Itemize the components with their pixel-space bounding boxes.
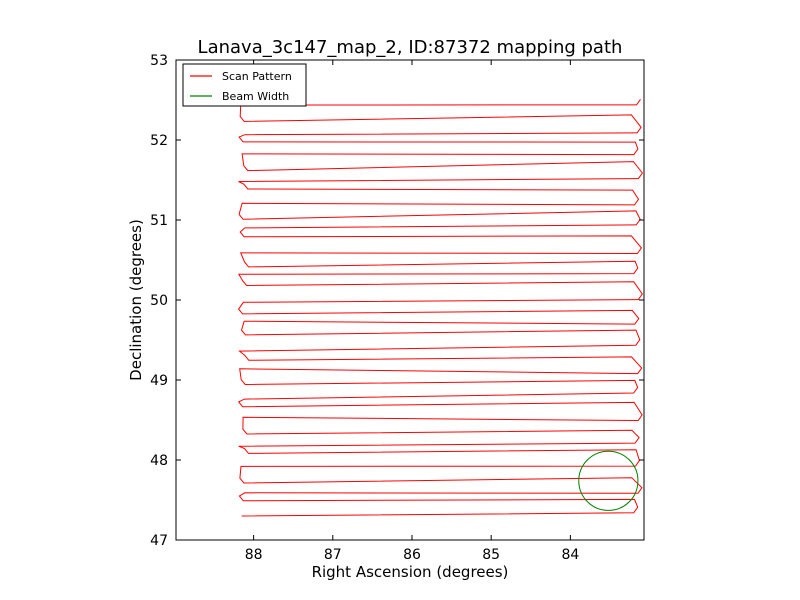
legend: Scan Pattern Beam Width xyxy=(182,63,307,107)
legend-label-scan-pattern: Scan Pattern xyxy=(222,70,292,83)
legend-label-beam-width: Beam Width xyxy=(222,90,289,103)
scan-pattern-line xyxy=(237,99,644,517)
x-axis-label: Right Ascension (degrees) xyxy=(312,563,509,581)
y-tick-label: 51 xyxy=(150,213,168,229)
x-axis: 88 87 86 85 84 xyxy=(245,60,579,563)
x-tick-label: 87 xyxy=(324,547,342,563)
x-tick-label: 86 xyxy=(403,547,421,563)
y-axis: 47 48 49 50 51 52 53 xyxy=(150,53,644,549)
y-axis-label: Declination (degrees) xyxy=(127,219,145,381)
y-tick-label: 49 xyxy=(150,373,168,389)
y-tick-label: 48 xyxy=(150,453,168,469)
y-tick-label: 53 xyxy=(150,53,168,69)
scan-pattern-series xyxy=(237,99,644,517)
x-tick-label: 88 xyxy=(245,547,263,563)
chart-title: Lanava_3c147_map_2, ID:87372 mapping pat… xyxy=(198,37,623,58)
y-tick-label: 50 xyxy=(150,293,168,309)
x-tick-label: 84 xyxy=(561,547,579,563)
y-tick-label: 47 xyxy=(150,533,168,549)
y-tick-label: 52 xyxy=(150,133,168,149)
x-tick-label: 85 xyxy=(482,547,500,563)
beam-width-circle xyxy=(578,450,639,511)
legend-box xyxy=(182,63,307,107)
beam-width-series xyxy=(578,450,639,511)
